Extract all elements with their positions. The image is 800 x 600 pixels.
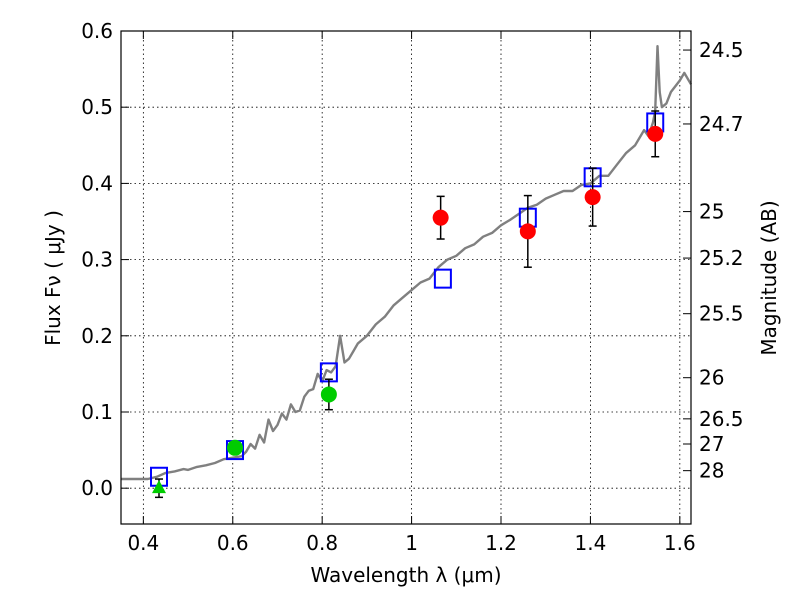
y-tick-label: 0.1 <box>81 400 113 424</box>
x-tick-label: 1.2 <box>485 531 517 555</box>
magnitude-tick-label: 26 <box>699 366 724 390</box>
magnitude-tick-label: 24.7 <box>699 112 744 136</box>
plot-area <box>121 45 693 499</box>
x-tick-label: 1.6 <box>664 531 696 555</box>
upper-limit-triangle <box>152 480 166 494</box>
observed-flux-point <box>519 223 536 240</box>
right-axis-label: Magnitude (AB) <box>757 200 781 355</box>
y-axis-label: Flux Fν ( μJy ) <box>41 210 65 346</box>
observed-flux-point <box>647 125 664 142</box>
x-tick-label: 0.4 <box>127 531 159 555</box>
observed-flux-point <box>432 209 449 226</box>
magnitude-tick-label: 25.5 <box>699 302 744 326</box>
grid <box>121 30 691 524</box>
y-tick-label: 0.0 <box>81 476 113 500</box>
x-tick-label: 0.8 <box>306 531 338 555</box>
plot-frame <box>120 30 692 525</box>
y-tick-label: 0.5 <box>81 95 113 119</box>
model-spectrum-line <box>121 45 693 481</box>
magnitude-tick-label: 26.5 <box>699 407 744 431</box>
magnitude-tick-label: 28 <box>699 459 724 483</box>
magnitude-tick-label: 24.5 <box>699 38 744 62</box>
x-tick-label: 1.4 <box>575 531 607 555</box>
y-tick-label: 0.6 <box>81 19 113 43</box>
observed-flux-point <box>584 189 601 206</box>
observed-flux-point <box>227 439 243 456</box>
y-tick-label: 0.2 <box>81 324 113 348</box>
x-axis-label: Wavelength λ (μm) <box>310 563 501 587</box>
magnitude-tick-label: 25 <box>699 200 724 224</box>
y-tick-label: 0.3 <box>81 248 113 272</box>
magnitude-tick-label: 25.2 <box>699 246 744 270</box>
axes-ticks: 0.4 0.6 0.8 1 1.2 1.4 1.6 0.0 0.1 0.2 0.3 0.4 0.5 0.6… <box>81 19 743 555</box>
magnitude-tick-label: 27 <box>699 432 724 456</box>
observed-flux-point <box>320 386 337 403</box>
x-tick-label: 1 <box>405 531 418 555</box>
y-tick-label: 0.4 <box>81 171 113 195</box>
x-tick-label: 0.6 <box>217 531 249 555</box>
model-photometry-square <box>433 268 452 289</box>
